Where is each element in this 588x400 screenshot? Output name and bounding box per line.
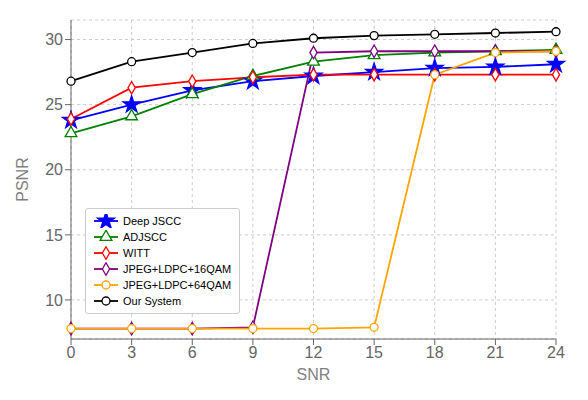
svg-text:21: 21 — [486, 344, 504, 361]
html-text:JPEG+LDPC+16QAM: JPEG+LDPC+16QAM — [123, 263, 232, 275]
svg-text:30: 30 — [45, 31, 63, 48]
svg-text:0: 0 — [67, 344, 76, 361]
svg-text:18: 18 — [426, 344, 444, 361]
html-text:Our System: Our System — [123, 295, 182, 307]
svg-text:25: 25 — [45, 96, 63, 113]
html-text:ADJSCC: ADJSCC — [123, 231, 167, 243]
svg-text:SNR: SNR — [297, 366, 331, 383]
svg-text:10: 10 — [45, 292, 63, 309]
svg-text:PSNR: PSNR — [14, 157, 31, 201]
svg-text:24: 24 — [547, 344, 565, 361]
svg-text:9: 9 — [248, 344, 257, 361]
svg-text:12: 12 — [305, 344, 323, 361]
html-text:Deep JSCC: Deep JSCC — [123, 215, 182, 227]
svg-text:15: 15 — [45, 227, 63, 244]
svg-text:20: 20 — [45, 161, 63, 178]
svg-text:6: 6 — [188, 344, 197, 361]
svg-text:15: 15 — [365, 344, 383, 361]
html-text:WITT: WITT — [123, 247, 150, 259]
html-text:JPEG+LDPC+64QAM: JPEG+LDPC+64QAM — [123, 279, 232, 291]
svg-text:3: 3 — [127, 344, 136, 361]
